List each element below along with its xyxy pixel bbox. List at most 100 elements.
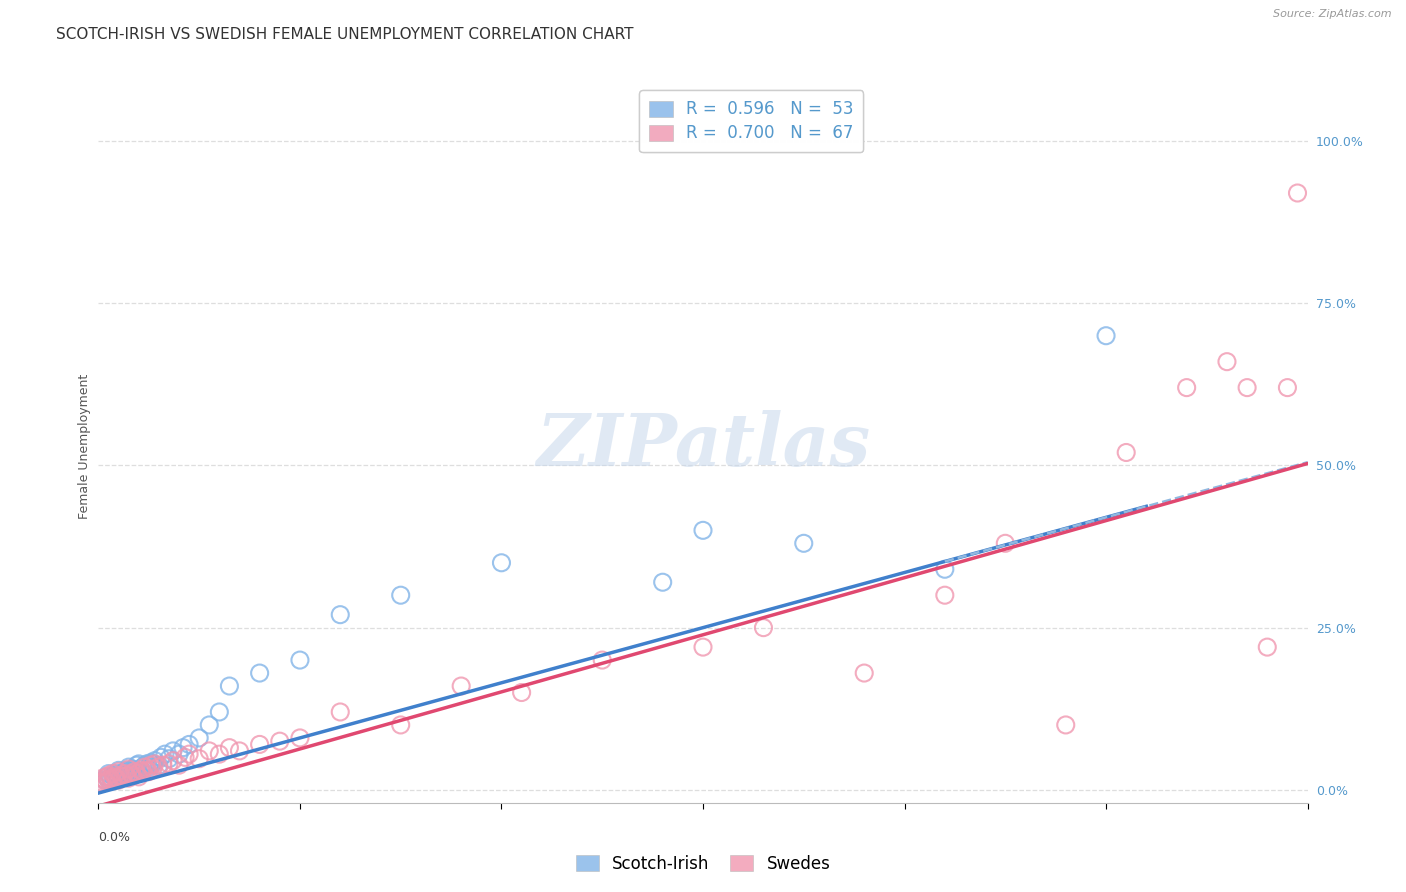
Text: SCOTCH-IRISH VS SWEDISH FEMALE UNEMPLOYMENT CORRELATION CHART: SCOTCH-IRISH VS SWEDISH FEMALE UNEMPLOYM… (56, 27, 634, 42)
Point (105, 766, 128, 780)
Point (162, 744, 184, 758)
Point (132, 760, 155, 774)
Point (1256, 640, 1278, 654)
Point (114, 766, 136, 780)
Point (111, 768, 134, 782)
Point (934, 562, 956, 576)
Point (510, 685, 533, 699)
Text: Source: ZipAtlas.com: Source: ZipAtlas.com (1274, 9, 1392, 19)
Point (148, 760, 170, 774)
Point (105, 771, 128, 785)
Point (142, 762, 165, 776)
Point (288, 731, 311, 745)
Point (101, 766, 124, 780)
Point (218, 740, 240, 755)
Point (128, 756, 150, 771)
Point (125, 758, 148, 772)
Point (591, 653, 613, 667)
Point (97, 773, 120, 788)
Point (89, 776, 111, 790)
Point (139, 758, 162, 772)
Point (174, 750, 197, 764)
Point (97, 768, 120, 782)
Point (101, 768, 124, 782)
Point (1054, 718, 1077, 732)
Point (114, 764, 136, 779)
Point (121, 768, 143, 782)
Point (100, 771, 122, 785)
Point (692, 524, 714, 538)
Point (249, 666, 271, 681)
Point (218, 679, 240, 693)
Point (491, 556, 513, 570)
Point (118, 762, 141, 776)
Point (853, 666, 876, 681)
Point (97, 766, 120, 780)
Point (138, 760, 160, 774)
Text: 0.0%: 0.0% (98, 831, 131, 845)
Point (143, 756, 166, 771)
Point (142, 756, 165, 771)
Point (793, 536, 815, 550)
Point (138, 764, 160, 779)
Point (100, 771, 122, 785)
Point (450, 679, 472, 693)
Point (208, 747, 231, 761)
Point (269, 734, 291, 748)
Point (188, 752, 211, 766)
Point (148, 758, 170, 772)
Point (125, 766, 148, 780)
Point (179, 738, 201, 752)
Point (110, 768, 132, 782)
Point (129, 764, 152, 778)
Point (129, 762, 152, 776)
Point (752, 621, 775, 635)
Point (93, 773, 115, 788)
Point (111, 770, 134, 784)
Point (1286, 186, 1309, 200)
Point (93, 773, 115, 788)
Point (121, 762, 143, 776)
Point (198, 718, 221, 732)
Point (118, 771, 141, 785)
Point (692, 640, 714, 654)
Point (143, 754, 166, 768)
Point (134, 758, 156, 772)
Point (1115, 445, 1137, 459)
Point (389, 718, 412, 732)
Legend: Scotch-Irish, Swedes: Scotch-Irish, Swedes (569, 848, 837, 880)
Point (124, 764, 146, 778)
Point (651, 575, 673, 590)
Point (167, 747, 190, 761)
Point (329, 607, 352, 622)
Point (1216, 354, 1239, 368)
Point (115, 764, 138, 778)
Point (157, 756, 180, 771)
Text: ZIPatlas: ZIPatlas (536, 410, 870, 482)
Point (1095, 328, 1118, 343)
Point (934, 588, 956, 602)
Point (96, 775, 118, 789)
Point (172, 740, 194, 755)
Point (157, 752, 180, 766)
Point (134, 760, 156, 774)
Point (120, 766, 142, 780)
Point (167, 758, 190, 772)
Point (198, 744, 221, 758)
Point (1236, 381, 1258, 395)
Point (96, 770, 118, 784)
Point (228, 744, 250, 758)
Point (149, 750, 172, 764)
Point (188, 731, 211, 745)
Point (128, 770, 150, 784)
Point (91, 776, 114, 790)
Point (994, 536, 1017, 550)
Point (153, 747, 176, 761)
Point (128, 764, 150, 779)
Point (329, 705, 352, 719)
Point (162, 754, 184, 768)
Point (97, 773, 120, 788)
Point (101, 773, 124, 788)
Point (115, 768, 138, 782)
Point (179, 747, 201, 761)
